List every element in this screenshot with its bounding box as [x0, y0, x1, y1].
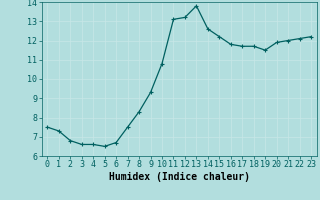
- X-axis label: Humidex (Indice chaleur): Humidex (Indice chaleur): [109, 172, 250, 182]
